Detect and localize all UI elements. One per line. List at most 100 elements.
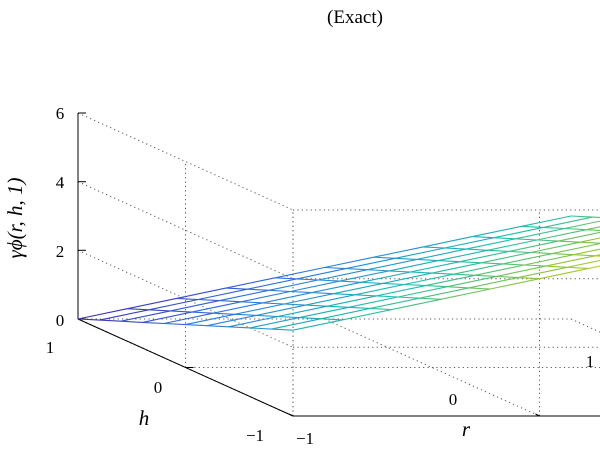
mesh-line [481, 262, 503, 265]
mesh-line [120, 320, 143, 323]
mesh-line [142, 321, 165, 325]
mesh-line [588, 265, 600, 269]
mesh-line [459, 250, 510, 263]
h-tick-label: 1 [46, 338, 55, 357]
mesh-line [388, 270, 411, 273]
mesh-line [228, 326, 251, 329]
mesh-line [268, 279, 319, 291]
mesh-line [472, 225, 522, 238]
mesh-line [361, 271, 411, 283]
mesh-line [404, 273, 454, 286]
mesh-line [225, 287, 248, 290]
mesh-line [345, 268, 368, 271]
mesh-line [318, 279, 340, 282]
mesh-line [376, 285, 426, 297]
mesh-line [419, 287, 469, 299]
mesh-line [496, 265, 546, 277]
mesh-line [148, 309, 171, 312]
mesh-line [431, 262, 482, 274]
mesh-line [444, 247, 467, 250]
mesh-line [345, 257, 396, 270]
mesh-line [586, 229, 600, 231]
mesh-line [397, 286, 448, 298]
mesh-line [326, 295, 377, 307]
mesh-line [324, 266, 347, 270]
mesh-line [170, 310, 192, 313]
mesh-line [206, 325, 229, 328]
mesh-line [361, 281, 383, 284]
mesh-line [290, 290, 312, 294]
mesh-line [447, 286, 469, 289]
mesh-line [333, 282, 383, 295]
mesh-line [367, 258, 417, 271]
mesh-line [99, 319, 122, 322]
mesh-line [185, 313, 235, 326]
mesh-line [271, 328, 294, 331]
mesh-line [558, 240, 580, 243]
mesh-line [354, 294, 377, 297]
mesh-line [545, 265, 568, 268]
mesh-line [176, 287, 227, 299]
mesh-line [564, 220, 600, 230]
mesh-line [198, 298, 220, 302]
mesh-line [567, 259, 600, 268]
mesh-line [382, 282, 405, 286]
mesh-line [213, 312, 235, 315]
mesh-line [163, 312, 214, 325]
mesh-line [573, 254, 596, 257]
mesh-line [438, 260, 460, 263]
mesh-line [213, 302, 263, 314]
mesh-line [142, 311, 192, 323]
mesh-line [592, 216, 600, 219]
mesh-line [395, 257, 417, 260]
mesh-line [416, 258, 439, 262]
h-tick-label: 0 [154, 378, 163, 397]
r-tick-label: 0 [449, 390, 458, 409]
mesh-line [120, 310, 171, 322]
mesh-line [348, 306, 371, 309]
mesh-line [99, 309, 149, 321]
mesh-line [77, 318, 100, 321]
mesh-line [594, 254, 600, 257]
mesh-line [370, 307, 392, 311]
mesh-line [425, 274, 476, 287]
mesh-line [277, 315, 300, 319]
mesh-line [170, 300, 220, 312]
mesh-line [148, 298, 199, 311]
mesh-surface [77, 215, 600, 331]
mesh-line [305, 294, 356, 306]
mesh-line [348, 296, 399, 308]
mesh-line [311, 281, 362, 294]
mesh-line [474, 264, 525, 276]
mesh-line [342, 309, 392, 321]
mesh-line [299, 317, 321, 320]
mesh-line [367, 269, 390, 272]
mesh-line [197, 288, 248, 301]
mesh-line [425, 285, 448, 288]
mesh-line [395, 247, 445, 259]
mesh-line [536, 229, 587, 241]
mesh-line [339, 280, 362, 283]
mesh-line [249, 327, 272, 330]
mesh-line [318, 269, 368, 281]
mesh-line [397, 296, 420, 299]
mesh-line [228, 315, 278, 328]
mesh-line [543, 216, 593, 228]
mesh-line [283, 293, 334, 305]
h-tick-labels: 1 0 −1 [46, 338, 264, 445]
mesh-line [543, 226, 565, 230]
mesh-line [247, 288, 269, 291]
mesh-line [234, 313, 257, 316]
h-tick-label: −1 [246, 426, 264, 445]
mesh-line [373, 256, 396, 259]
mesh-line [515, 238, 537, 241]
z-tick-label: 6 [56, 104, 65, 123]
mesh-line [241, 301, 263, 304]
r-tick-mark [535, 413, 540, 417]
mesh-line [320, 318, 343, 321]
z-tick-label: 2 [56, 242, 65, 261]
mesh-line [410, 261, 460, 273]
mesh-line [481, 251, 531, 264]
h-axis-label: h [139, 406, 150, 430]
mesh-line [249, 317, 300, 329]
